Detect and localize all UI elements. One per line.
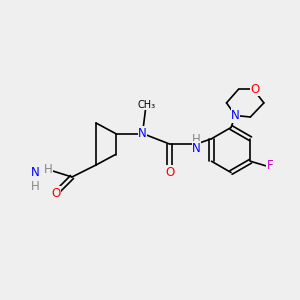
Text: N: N: [192, 142, 201, 155]
Text: H: H: [44, 163, 52, 176]
Text: F: F: [267, 159, 273, 172]
Text: O: O: [51, 187, 60, 200]
Text: H: H: [192, 133, 201, 146]
Text: H: H: [31, 179, 40, 193]
Text: CH₃: CH₃: [138, 100, 156, 110]
Text: N: N: [138, 127, 147, 140]
Text: O: O: [165, 166, 174, 179]
Text: O: O: [250, 83, 260, 96]
Text: N: N: [231, 109, 240, 122]
Text: N: N: [31, 166, 40, 179]
